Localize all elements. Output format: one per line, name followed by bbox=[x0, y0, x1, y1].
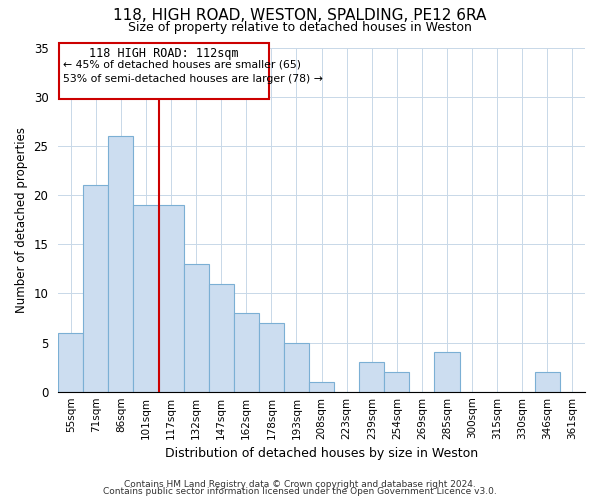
Text: 118 HIGH ROAD: 112sqm: 118 HIGH ROAD: 112sqm bbox=[89, 47, 239, 60]
Bar bbox=[133, 205, 158, 392]
Bar bbox=[58, 333, 83, 392]
Bar bbox=[284, 342, 309, 392]
Bar bbox=[434, 352, 460, 392]
Bar bbox=[535, 372, 560, 392]
Bar bbox=[184, 264, 209, 392]
Text: ← 45% of detached houses are smaller (65): ← 45% of detached houses are smaller (65… bbox=[63, 60, 301, 70]
Y-axis label: Number of detached properties: Number of detached properties bbox=[15, 127, 28, 313]
Text: Contains HM Land Registry data © Crown copyright and database right 2024.: Contains HM Land Registry data © Crown c… bbox=[124, 480, 476, 489]
Text: 118, HIGH ROAD, WESTON, SPALDING, PE12 6RA: 118, HIGH ROAD, WESTON, SPALDING, PE12 6… bbox=[113, 8, 487, 22]
FancyBboxPatch shape bbox=[59, 43, 269, 99]
Bar bbox=[309, 382, 334, 392]
Bar bbox=[259, 323, 284, 392]
Bar bbox=[158, 205, 184, 392]
Bar bbox=[109, 136, 133, 392]
Bar bbox=[209, 284, 234, 392]
Bar bbox=[359, 362, 384, 392]
X-axis label: Distribution of detached houses by size in Weston: Distribution of detached houses by size … bbox=[165, 447, 478, 460]
Text: Contains public sector information licensed under the Open Government Licence v3: Contains public sector information licen… bbox=[103, 488, 497, 496]
Bar bbox=[234, 313, 259, 392]
Bar bbox=[83, 186, 109, 392]
Bar bbox=[384, 372, 409, 392]
Text: Size of property relative to detached houses in Weston: Size of property relative to detached ho… bbox=[128, 21, 472, 34]
Text: 53% of semi-detached houses are larger (78) →: 53% of semi-detached houses are larger (… bbox=[63, 74, 323, 84]
